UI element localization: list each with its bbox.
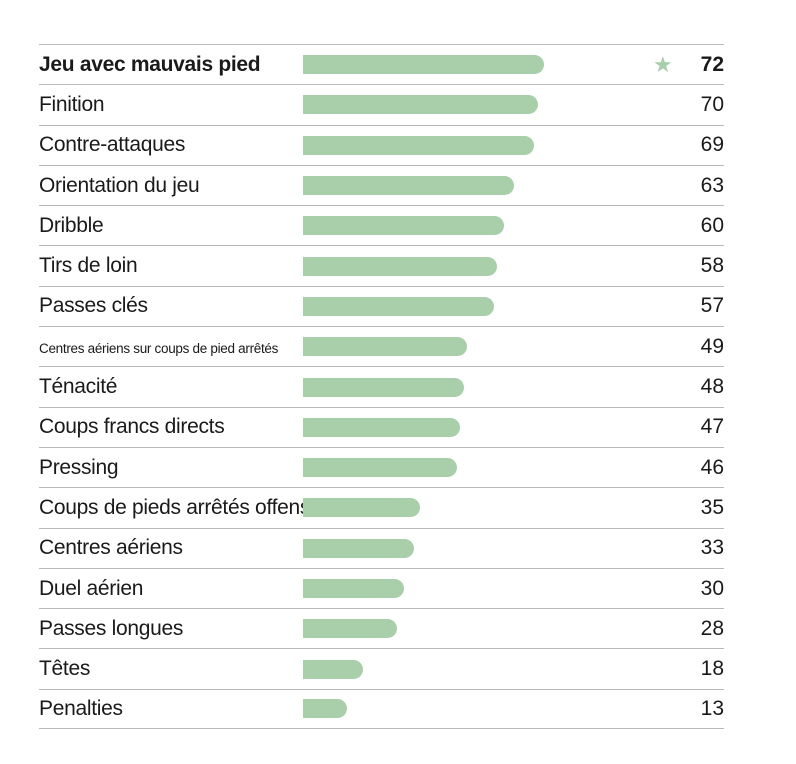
- category-label: Ténacité: [39, 375, 118, 399]
- value-label: 46: [700, 455, 724, 479]
- category-label: Dribble: [39, 213, 104, 237]
- bar: [303, 216, 504, 236]
- chart-row: Finition 70: [39, 84, 724, 124]
- chart-row: Centres aériens sur coups de pied arrêté…: [39, 326, 724, 366]
- category-label: Orientation du jeu: [39, 173, 200, 197]
- category-label: Centres aériens: [39, 536, 183, 560]
- chart-row: Tirs de loin 58: [39, 245, 724, 285]
- chart-row: Duel aérien 30: [39, 567, 724, 608]
- value-label: 28: [700, 616, 724, 640]
- value-label: 72: [700, 52, 724, 76]
- bar: [303, 55, 545, 75]
- category-label: Centres aériens sur coups de pied arrêté…: [39, 340, 279, 356]
- category-label: Pressing: [39, 455, 119, 479]
- value-label: 30: [700, 576, 724, 600]
- category-label: Penalties: [39, 696, 123, 720]
- bar: [303, 135, 535, 155]
- chart-row: Contre-attaques 69: [39, 124, 724, 165]
- chart-row: Têtes 18: [39, 648, 724, 688]
- value-label: 58: [700, 254, 724, 278]
- bar: [303, 176, 515, 196]
- category-label: Tirs de loin: [39, 254, 138, 278]
- chart-row: Ténacité 48: [39, 366, 724, 406]
- value-label: 18: [700, 657, 724, 681]
- category-label: Passes clés: [39, 294, 148, 318]
- bar: [303, 699, 347, 719]
- category-label: Coups francs directs: [39, 415, 225, 439]
- chart-row: Jeu avec mauvais pied ★ 72: [39, 44, 724, 84]
- value-label: 57: [700, 294, 724, 318]
- chart-row: Pressing 46: [39, 446, 724, 487]
- bar: [303, 95, 538, 115]
- category-label: Jeu avec mauvais pied: [39, 52, 261, 76]
- chart-row: Coups francs directs 47: [39, 406, 724, 447]
- bar: [303, 337, 468, 357]
- bar: [303, 538, 414, 558]
- category-label: Coups de pieds arrêtés offensifs: [39, 495, 331, 519]
- value-label: 49: [700, 334, 724, 358]
- category-label: Contre-attaques: [39, 133, 186, 157]
- bar: [303, 579, 404, 598]
- bar: [303, 458, 458, 478]
- value-label: 60: [700, 213, 724, 237]
- bar: [303, 296, 494, 316]
- value-label: 35: [700, 495, 724, 519]
- value-label: 63: [700, 173, 724, 197]
- bar: [303, 377, 464, 397]
- bar: [303, 619, 397, 639]
- bar: [303, 659, 364, 679]
- category-label: Finition: [39, 92, 105, 116]
- value-label: 70: [700, 92, 724, 116]
- category-label: Passes longues: [39, 616, 184, 640]
- category-label: Duel aérien: [39, 576, 144, 600]
- value-label: 48: [700, 375, 724, 399]
- chart-row: Coups de pieds arrêtés offensifs 35: [39, 487, 724, 527]
- chart-row: Passes longues 28: [39, 608, 724, 648]
- star-icon: ★: [653, 51, 673, 77]
- value-label: 33: [700, 536, 724, 560]
- chart-row: Centres aériens 33: [39, 527, 724, 568]
- value-label: 47: [700, 415, 724, 439]
- category-label: Têtes: [39, 657, 91, 681]
- skills-bar-chart: Jeu avec mauvais pied ★ 72 Finition 70 Contre…: [39, 44, 724, 730]
- value-label: 13: [700, 696, 724, 720]
- value-label: 69: [700, 133, 724, 157]
- bar: [303, 498, 421, 518]
- chart-row: Penalties 13: [39, 688, 724, 730]
- bar: [303, 417, 461, 437]
- chart-row: Orientation du jeu 63: [39, 164, 724, 205]
- chart-row: Dribble 60: [39, 205, 724, 245]
- bar: [303, 256, 498, 276]
- chart-row: Passes clés 57: [39, 285, 724, 326]
